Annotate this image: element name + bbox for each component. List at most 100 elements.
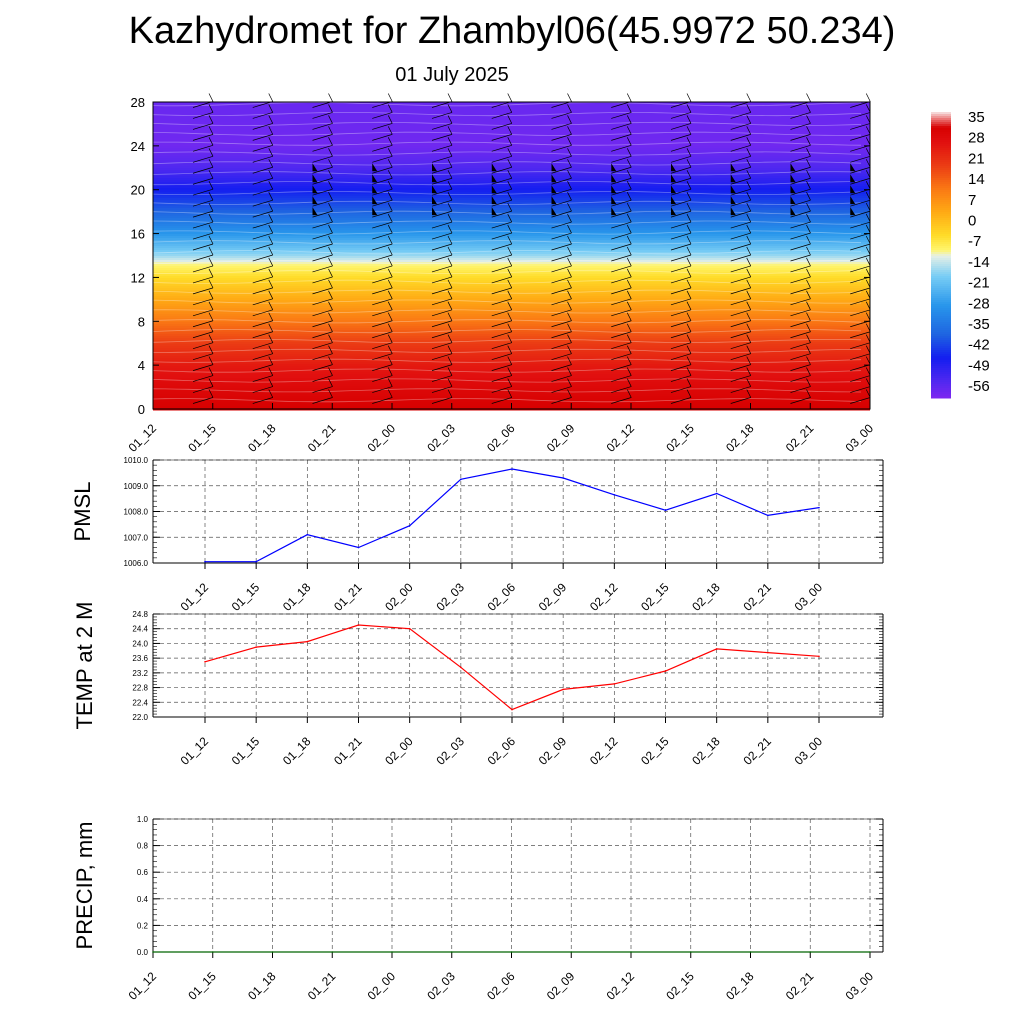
colorbar-swatch: [931, 312, 951, 315]
wind-barb: [670, 378, 692, 393]
temp-data-point: [613, 683, 616, 685]
colorbar-swatch: [931, 172, 951, 175]
heatmap-band: [153, 394, 870, 397]
wind-barb: [252, 334, 274, 350]
colorbar-swatch: [931, 184, 951, 187]
temp-data-point: [818, 655, 820, 658]
colorbar-label: 28: [968, 130, 985, 147]
wind-barb: [192, 170, 214, 185]
heatmap-band: [153, 334, 870, 337]
colorbar-swatch: [931, 148, 951, 151]
wind-barb: [252, 389, 274, 404]
heatmap-band: [153, 150, 870, 153]
colorbar-label: 35: [968, 109, 985, 126]
wind-barb: [611, 224, 632, 240]
contour-line: [152, 279, 862, 284]
x-tick-label: 03_00: [792, 734, 826, 768]
heatmap-band: [153, 326, 870, 329]
y-tick-label: 0.4: [137, 895, 149, 904]
heatmap-band: [153, 202, 870, 205]
colorbar-swatch: [931, 362, 951, 365]
wind-barb: [252, 115, 274, 130]
heatmap-band: [153, 400, 870, 403]
wind-barb: [372, 137, 393, 152]
x-tick-label: 02_06: [484, 421, 518, 455]
wind-barb: [730, 192, 752, 207]
colorbar-label: 7: [968, 192, 976, 209]
wind-barb: [431, 356, 453, 371]
colorbar-swatch: [931, 282, 951, 285]
colorbar-swatch: [931, 112, 951, 115]
wind-barb: [730, 159, 752, 174]
wind-barb: [670, 246, 692, 262]
wind-barb: [192, 213, 214, 229]
heatmap-band: [153, 138, 870, 141]
wind-barb: [611, 268, 632, 284]
wind-barb: [312, 334, 333, 350]
wind-barb: [730, 356, 752, 371]
wind-barb: [372, 367, 393, 382]
wind-barb: [491, 268, 513, 284]
colorbar-swatch: [931, 358, 951, 361]
wind-barb: [372, 235, 393, 251]
heatmap-band: [153, 258, 870, 261]
wind-barb: [192, 334, 214, 350]
wind-barb: [252, 279, 274, 295]
wind-barb: [611, 104, 632, 119]
colorbar-swatch: [931, 240, 951, 243]
precip-data-point: [211, 951, 214, 953]
wind-barb: [670, 137, 692, 152]
heatmap-band: [153, 124, 870, 127]
wind-barb: [312, 356, 333, 371]
wind-barb: [790, 192, 811, 207]
wind-barb: [372, 181, 393, 196]
wind-barb: [431, 367, 453, 382]
wind-barb: [551, 290, 572, 306]
colorbar-swatch: [931, 268, 951, 271]
wind-barb: [252, 181, 274, 196]
wind-barb: [431, 202, 453, 218]
wind-barb: [551, 148, 572, 163]
contour-line: [152, 220, 861, 225]
heatmap-band: [153, 346, 870, 349]
colorbar-swatch: [931, 118, 951, 121]
wind-barb: [431, 213, 453, 229]
y-tick-label: 0.0: [137, 948, 149, 957]
colorbar-swatch: [931, 382, 951, 385]
wind-barb: [790, 126, 811, 141]
heatmap-band: [153, 398, 870, 401]
contour-line: [152, 102, 862, 107]
colorbar-swatch: [931, 338, 951, 341]
wind-barb: [431, 148, 453, 163]
colorbar-label: 21: [968, 150, 985, 167]
x-tick-label: 02_03: [433, 734, 467, 768]
heatmap-band: [153, 310, 870, 313]
x-tick-label: 02_12: [587, 734, 621, 768]
wind-barb: [790, 279, 811, 295]
wind-barb: [551, 115, 572, 130]
colorbar-swatch: [931, 210, 951, 213]
colorbar-swatch: [931, 242, 951, 245]
wind-barb: [312, 246, 333, 262]
x-tick-label: 02_00: [365, 969, 399, 1003]
wind-barb: [192, 279, 214, 295]
x-tick-label: 02_06: [484, 969, 518, 1003]
colorbar-swatch: [931, 304, 951, 307]
colorbar-swatch: [931, 340, 951, 343]
temp-data-point: [255, 646, 257, 648]
colorbar-swatch: [931, 238, 951, 241]
heatmap-band: [153, 212, 870, 215]
colorbar-swatch: [931, 134, 951, 137]
colorbar-swatch: [931, 390, 951, 393]
heatmap-band: [153, 252, 870, 255]
colorbar-swatch: [931, 318, 951, 321]
colorbar-swatch: [931, 168, 951, 171]
wind-barb: [730, 202, 752, 218]
contour-line: [152, 112, 862, 117]
heatmap-band: [153, 320, 870, 323]
wind-barb: [491, 290, 513, 306]
contour-line: [153, 141, 862, 146]
wind-barb: [431, 301, 453, 317]
heatmap-band: [153, 204, 870, 207]
heatmap-band: [153, 128, 870, 131]
